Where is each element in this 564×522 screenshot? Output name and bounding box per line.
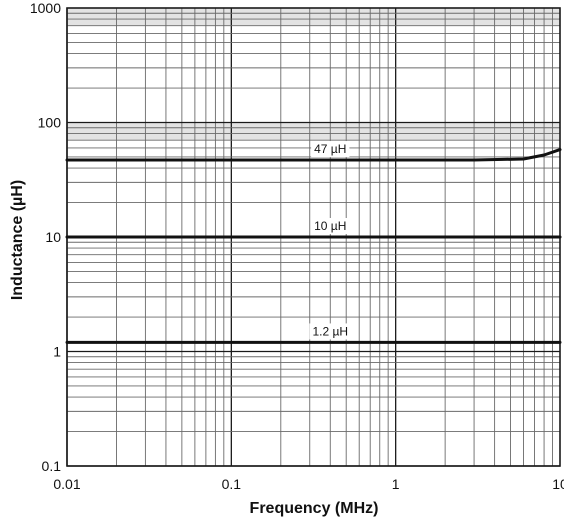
- series-labels: 47 µH 10 µH 1.2 µH: [309, 141, 352, 340]
- series-label-1: 10 µH: [314, 219, 346, 233]
- y-tick-label-3: 100: [38, 115, 62, 131]
- shaded-band-1: [67, 8, 560, 26]
- y-axis-label: Inductance (µH): [9, 180, 26, 300]
- series-label-bg-0: [311, 141, 350, 158]
- shaded-bands: [67, 8, 560, 141]
- series-lines: [65, 148, 562, 344]
- x-tick-label-0: 0.01: [53, 476, 80, 492]
- series-label-bg-2: [309, 323, 352, 340]
- series-label-2: 1.2 µH: [312, 324, 348, 338]
- x-axis-label: Frequency (MHz): [250, 500, 379, 517]
- x-tick-label-2: 1: [392, 476, 400, 492]
- y-tick-label-1: 1: [53, 344, 61, 360]
- y-tick-label-4: 1000: [30, 0, 61, 16]
- tick-labels: 0.01 0.1 1 10 0.1 1 10 100 1000: [30, 0, 564, 492]
- y-tick-label-0: 0.1: [42, 458, 62, 474]
- y-tick-label-2: 10: [45, 229, 61, 245]
- shaded-band-0: [67, 122, 560, 141]
- series-label-bg-1: [311, 218, 350, 234]
- x-tick-label-3: 10: [552, 476, 564, 492]
- x-tick-label-1: 0.1: [222, 476, 242, 492]
- series-line-0: [65, 148, 562, 162]
- series-label-0: 47 µH: [314, 142, 346, 156]
